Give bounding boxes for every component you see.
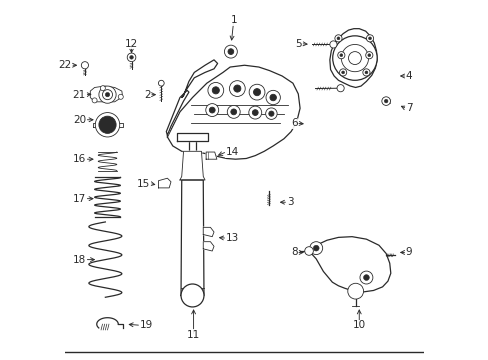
Text: 1: 1	[230, 15, 237, 26]
Polygon shape	[203, 242, 214, 251]
Circle shape	[181, 284, 203, 307]
Circle shape	[304, 247, 313, 255]
Circle shape	[252, 110, 258, 116]
Circle shape	[384, 99, 387, 103]
Circle shape	[205, 104, 218, 117]
Circle shape	[224, 45, 237, 58]
Circle shape	[332, 36, 376, 80]
Polygon shape	[206, 152, 217, 159]
Text: 20: 20	[73, 115, 86, 125]
Circle shape	[209, 107, 215, 113]
Circle shape	[127, 53, 136, 62]
Text: 12: 12	[124, 39, 138, 49]
Text: 4: 4	[405, 71, 412, 81]
Text: 3: 3	[286, 197, 293, 207]
Text: 10: 10	[352, 320, 365, 330]
Text: 14: 14	[225, 147, 239, 157]
Circle shape	[227, 49, 233, 54]
Circle shape	[348, 51, 361, 64]
Text: 7: 7	[405, 103, 412, 113]
Circle shape	[269, 94, 276, 101]
Circle shape	[227, 105, 240, 118]
Polygon shape	[167, 65, 300, 159]
Circle shape	[336, 85, 344, 92]
Polygon shape	[158, 178, 171, 188]
Circle shape	[207, 82, 223, 98]
Circle shape	[339, 54, 342, 57]
Polygon shape	[177, 134, 207, 140]
Text: 17: 17	[73, 194, 86, 204]
Polygon shape	[203, 227, 214, 237]
Circle shape	[363, 275, 368, 280]
Circle shape	[99, 116, 116, 134]
Circle shape	[212, 87, 219, 94]
Text: 19: 19	[140, 320, 153, 330]
Circle shape	[129, 55, 133, 59]
Circle shape	[381, 97, 389, 105]
Circle shape	[339, 69, 346, 76]
Circle shape	[233, 85, 241, 92]
Circle shape	[347, 283, 363, 299]
Circle shape	[365, 51, 372, 59]
Polygon shape	[181, 180, 203, 296]
Text: 22: 22	[58, 60, 72, 70]
Circle shape	[341, 44, 368, 72]
Circle shape	[336, 37, 339, 40]
Text: 21: 21	[73, 90, 86, 100]
Circle shape	[313, 245, 319, 251]
Text: 8: 8	[290, 247, 297, 257]
Circle shape	[265, 90, 280, 105]
Circle shape	[309, 242, 322, 255]
Polygon shape	[182, 60, 217, 98]
Text: 16: 16	[73, 154, 86, 164]
Circle shape	[102, 119, 113, 131]
Text: 11: 11	[186, 330, 200, 340]
Circle shape	[158, 80, 164, 86]
Polygon shape	[308, 237, 390, 292]
Text: 2: 2	[143, 90, 150, 100]
Circle shape	[248, 106, 261, 119]
Text: 15: 15	[137, 179, 150, 189]
Circle shape	[249, 84, 264, 100]
Circle shape	[334, 35, 341, 42]
Polygon shape	[93, 123, 123, 127]
Circle shape	[341, 71, 344, 74]
Circle shape	[366, 35, 373, 42]
Circle shape	[362, 69, 369, 76]
Circle shape	[92, 98, 97, 103]
Polygon shape	[329, 29, 376, 87]
Circle shape	[81, 62, 88, 69]
Circle shape	[105, 93, 109, 97]
Circle shape	[100, 86, 105, 91]
Circle shape	[367, 54, 370, 57]
Text: 18: 18	[73, 255, 86, 265]
Circle shape	[95, 113, 120, 137]
Circle shape	[229, 81, 244, 96]
Polygon shape	[180, 151, 204, 180]
Text: 13: 13	[225, 233, 239, 243]
Circle shape	[368, 37, 371, 40]
Polygon shape	[90, 86, 122, 102]
Circle shape	[253, 89, 260, 96]
Text: 5: 5	[295, 39, 301, 49]
Circle shape	[359, 271, 372, 284]
Circle shape	[102, 90, 112, 100]
Circle shape	[329, 41, 336, 48]
Circle shape	[364, 71, 367, 74]
Text: 9: 9	[405, 247, 412, 257]
Circle shape	[265, 108, 277, 120]
Polygon shape	[166, 90, 188, 135]
Circle shape	[105, 123, 109, 127]
Circle shape	[230, 109, 236, 115]
Circle shape	[118, 94, 123, 99]
Text: 6: 6	[290, 118, 297, 128]
Circle shape	[99, 86, 116, 103]
Circle shape	[268, 111, 273, 116]
Circle shape	[337, 51, 344, 59]
